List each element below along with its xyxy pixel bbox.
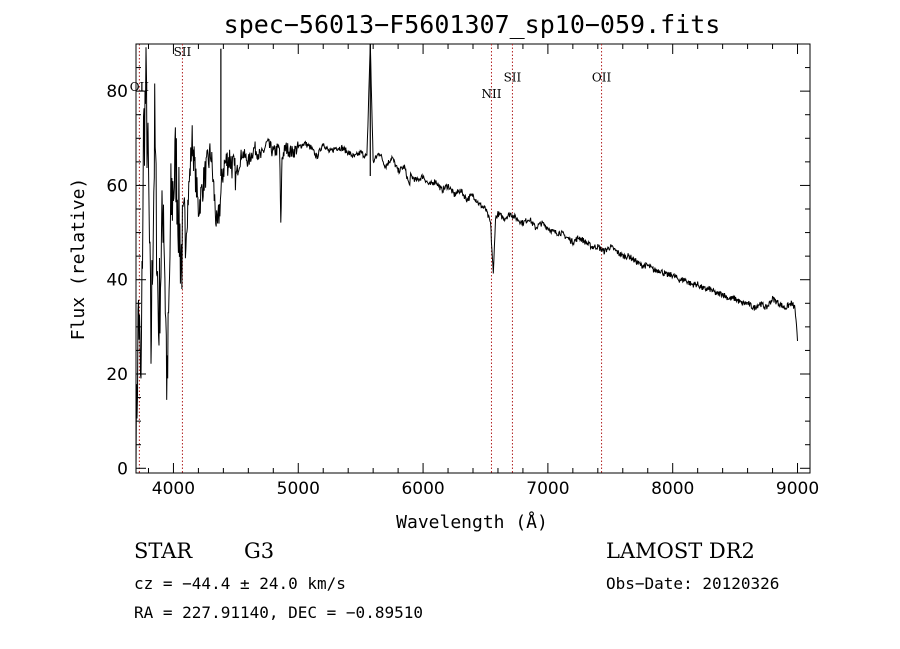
- emission-line-label: NII: [481, 87, 501, 101]
- x-tick-label: 4000: [152, 479, 195, 499]
- y-tick-label: 60: [106, 176, 128, 196]
- coordinates-text: RA = 227.91140, DEC = −0.89510: [134, 603, 423, 622]
- y-tick-label: 80: [106, 82, 128, 102]
- x-tick-label: 9000: [776, 479, 819, 499]
- x-tick-label: 7000: [526, 479, 569, 499]
- x-axis-label: Wavelength (Å): [396, 511, 548, 533]
- redshift-text: cz = −44.4 ± 24.0 km/s: [134, 574, 346, 593]
- emission-line-label: SII: [504, 71, 522, 85]
- object-subclass: G3: [244, 539, 275, 563]
- emission-line-label: OII: [592, 71, 612, 85]
- y-tick-label: 40: [106, 271, 128, 291]
- obs-date-text: Obs−Date: 20120326: [606, 574, 780, 593]
- y-axis-label: Flux (relative): [68, 178, 89, 341]
- emission-line-label: SII: [174, 45, 192, 59]
- x-tick-label: 6000: [401, 479, 444, 499]
- spectrum-flux-line: [135, 43, 798, 474]
- object-type: STAR: [134, 539, 193, 563]
- y-tick-label: 0: [117, 459, 128, 479]
- survey-name: LAMOST DR2: [606, 539, 755, 563]
- plot-frame: [135, 43, 811, 474]
- y-tick-label: 20: [106, 365, 128, 385]
- x-tick-label: 8000: [651, 479, 694, 499]
- x-tick-label: 5000: [277, 479, 320, 499]
- chart-title: spec−56013−F5601307_sp10−059.fits: [224, 10, 721, 39]
